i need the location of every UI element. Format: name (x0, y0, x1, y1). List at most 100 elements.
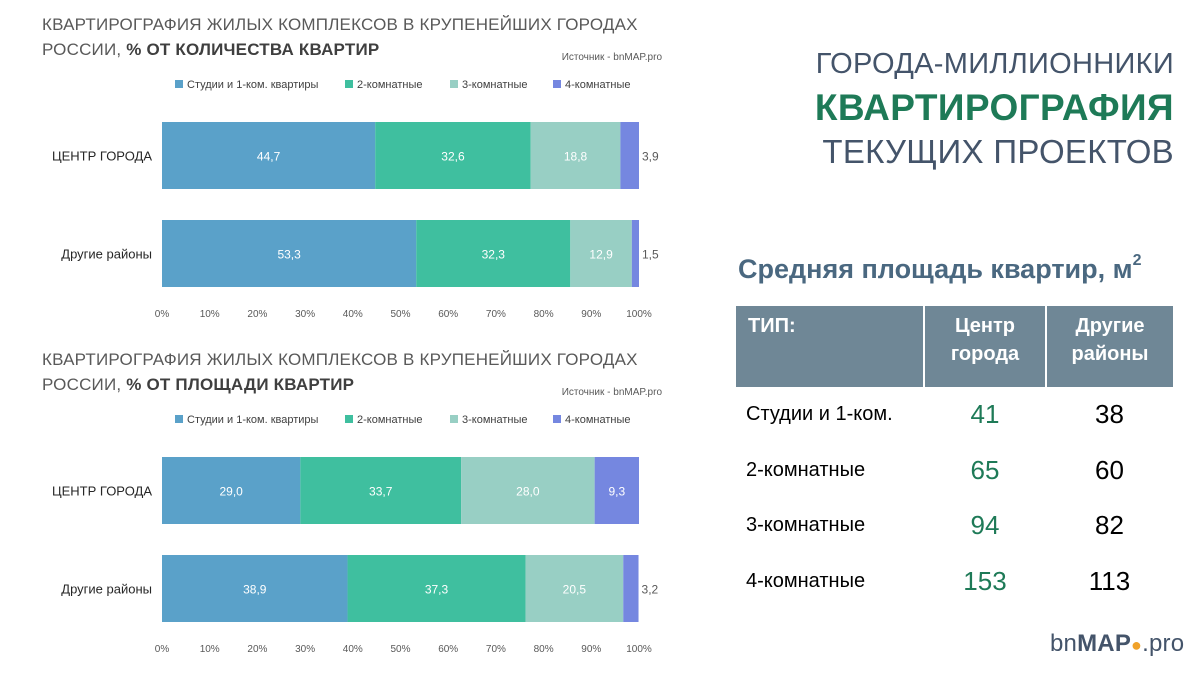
bar-segment (300, 457, 462, 524)
headline-line1: ГОРОДА-МИЛЛИОННИКИ (815, 48, 1174, 80)
chart-source: Источник - bnMAP.pro (561, 387, 662, 398)
table-cell-other: 60 (1095, 454, 1124, 485)
tick-label: 0% (155, 309, 170, 320)
category-label: ЦЕНТР ГОРОДА (52, 149, 152, 164)
legend-label: 2-комнатные (357, 79, 422, 91)
legend-swatch (175, 80, 183, 88)
headline: ГОРОДА-МИЛЛИОННИКИ КВАРТИРОГРАФИЯ ТЕКУЩИ… (760, 42, 1174, 174)
tick-label: 50% (390, 309, 410, 320)
tick-label: 0% (155, 644, 170, 655)
chart-area-svg: Студии и 1-ком. квартиры 2-комнатные 3-ком… (52, 414, 659, 655)
category-label: ЦЕНТР ГОРОДА (52, 484, 152, 499)
chart-count-svg: Студии и 1-ком. квартиры 2-комнатные 3-ком… (52, 79, 659, 320)
legend-swatch (553, 415, 561, 423)
data-label: 32,6 (441, 150, 465, 164)
tick-label: 10% (200, 309, 220, 320)
chart-title: КВАРТИРОГРАФИЯ ЖИЛЫХ КОМПЛЕКСОВ В КРУПЕН… (42, 12, 662, 62)
logo-part2: MAP (1077, 630, 1132, 657)
data-label: 53,3 (277, 248, 301, 262)
bar-segment (461, 457, 595, 524)
legend-swatch (345, 415, 353, 423)
bar-segment (623, 555, 639, 622)
tick-label: 80% (534, 309, 554, 320)
table-header-center: Центр города (924, 306, 1047, 387)
chart-source: Источник - bnMAP.pro (561, 52, 662, 63)
tick-label: 20% (247, 309, 267, 320)
table-row: 3-комнатные 94 82 (736, 498, 1173, 554)
bar-segment (162, 220, 417, 287)
table-cell-center: 94 (970, 510, 1000, 541)
tick-label: 80% (534, 644, 554, 655)
tick-label: 100% (626, 644, 652, 655)
table-row: 4-комнатные 153 113 (736, 554, 1173, 610)
chart-title-bold: % ОТ ПЛОЩАДИ КВАРТИР (126, 375, 355, 394)
headline-line2: КВАРТИРОГРАФИЯ (814, 87, 1174, 128)
table-cell-center: 41 (970, 399, 1000, 430)
table-header-type: ТИП: (736, 306, 925, 387)
table-cell-other: 113 (1088, 565, 1131, 596)
legend-label: 3-комнатные (462, 79, 527, 91)
table-cell-other: 82 (1095, 510, 1124, 541)
legend-label: 4-комнатные (565, 414, 630, 426)
data-label: 44,7 (257, 150, 281, 164)
tick-label: 10% (200, 644, 220, 655)
area-table: ТИП: Центр города Другие районы Студии и… (736, 306, 1173, 609)
tick-label: 20% (247, 644, 267, 655)
area-table-title-sup: 2 (1132, 252, 1142, 269)
logo-part3: .pro (1142, 630, 1185, 657)
legend-label: 4-комнатные (565, 79, 630, 91)
legend-label: Студии и 1-ком. квартиры (187, 79, 319, 91)
legend-label: 3-комнатные (462, 414, 527, 426)
tick-label: 90% (581, 644, 601, 655)
tick-label: 70% (486, 644, 506, 655)
bar-segment (530, 122, 621, 189)
area-table-title-text: Средняя площадь квартир, м (738, 254, 1133, 284)
chart-title-text: КВАРТИРОГРАФИЯ ЖИЛЫХ КОМПЛЕКСОВ В КРУПЕН… (42, 350, 638, 394)
map-pin-icon: ● (1131, 635, 1143, 655)
bar-segment (631, 220, 639, 287)
data-label: 18,8 (564, 150, 588, 164)
data-label: 1,5 (642, 248, 659, 262)
tick-label: 40% (343, 309, 363, 320)
bar-segment (162, 122, 376, 189)
data-label: 37,3 (425, 583, 449, 597)
tick-label: 40% (343, 644, 363, 655)
bar-segment (347, 555, 526, 622)
bar-segment (162, 457, 301, 524)
headline-line3: ТЕКУЩИХ ПРОЕКТОВ (822, 133, 1174, 170)
data-label: 32,3 (482, 248, 506, 262)
legend-swatch (175, 415, 183, 423)
bar-segment (570, 220, 632, 287)
bar-segment (525, 555, 624, 622)
bar-segment (375, 122, 531, 189)
data-label: 29,0 (219, 485, 243, 499)
legend-swatch (553, 80, 561, 88)
tick-label: 30% (295, 644, 315, 655)
bar-segment (594, 457, 639, 524)
data-label: 20,5 (563, 583, 587, 597)
table-row: 2-комнатные 65 60 (736, 443, 1173, 499)
tick-label: 100% (626, 309, 652, 320)
legend-swatch (450, 80, 458, 88)
bar-segment (620, 122, 639, 189)
chart-title-text: КВАРТИРОГРАФИЯ ЖИЛЫХ КОМПЛЕКСОВ В КРУПЕН… (42, 15, 638, 59)
area-table-title: Средняя площадь квартир, м2 (738, 252, 1178, 285)
table-cell-type: Студии и 1-ком. (746, 403, 893, 426)
legend-label: 2-комнатные (357, 414, 422, 426)
table-row: Студии и 1-ком. 41 38 (736, 387, 1173, 443)
data-label: 38,9 (243, 583, 267, 597)
chart-count: КВАРТИРОГРАФИЯ ЖИЛЫХ КОМПЛЕКСОВ В КРУПЕН… (0, 0, 700, 335)
tick-label: 90% (581, 309, 601, 320)
table-cell-type: 4-комнатные (746, 569, 866, 592)
legend-swatch (450, 415, 458, 423)
data-label: 3,2 (642, 583, 659, 597)
tick-label: 30% (295, 309, 315, 320)
data-label: 3,9 (642, 150, 659, 164)
legend-label: Студии и 1-ком. квартиры (187, 414, 319, 426)
data-label: 33,7 (369, 485, 393, 499)
data-label: 9,3 (608, 485, 625, 499)
tick-label: 60% (438, 309, 458, 320)
tick-label: 60% (438, 644, 458, 655)
legend-swatch (345, 80, 353, 88)
tick-label: 50% (390, 644, 410, 655)
